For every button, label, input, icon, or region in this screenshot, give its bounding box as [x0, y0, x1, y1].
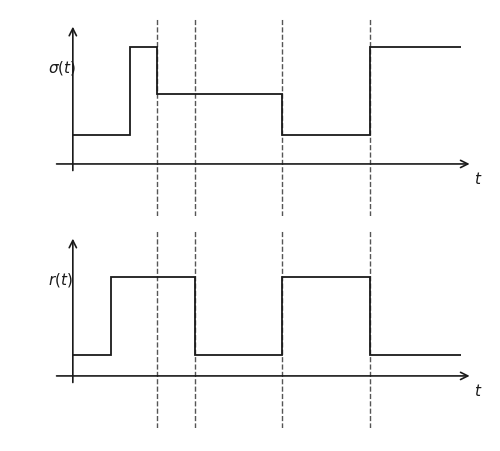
- Text: $t$: $t$: [474, 171, 482, 187]
- Text: $r(t)$: $r(t)$: [48, 271, 73, 289]
- Text: $\sigma(t)$: $\sigma(t)$: [48, 59, 76, 77]
- Text: $t$: $t$: [474, 383, 482, 399]
